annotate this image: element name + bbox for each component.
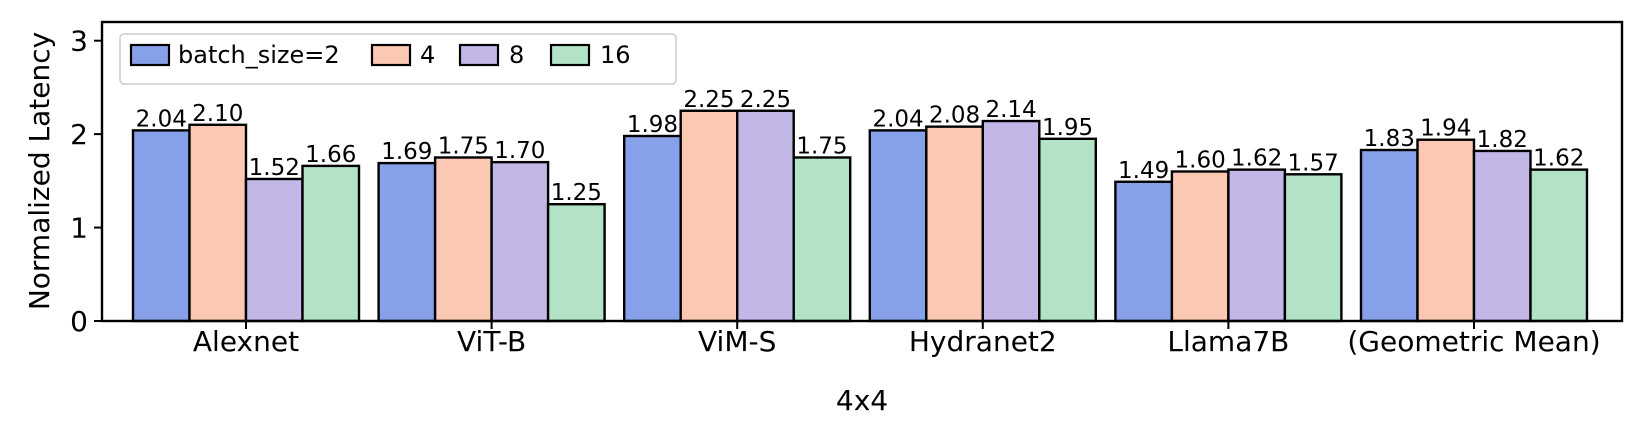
bar-value-label: 2.14 <box>985 97 1036 123</box>
bar-value-label: 1.82 <box>1477 127 1528 153</box>
bar-value-label: 1.52 <box>249 155 300 181</box>
bar <box>1283 173 1343 323</box>
x-tick-label: Alexnet <box>193 325 299 358</box>
bar-value-label: 2.04 <box>136 106 187 132</box>
bar <box>736 109 795 323</box>
bar-value-label: 2.08 <box>929 103 980 129</box>
legend-swatch <box>549 43 591 67</box>
bar-value-label: 1.60 <box>1175 148 1226 174</box>
bars-layer <box>131 109 1589 323</box>
bar <box>490 160 550 323</box>
bar <box>868 129 928 323</box>
bar <box>1529 168 1589 323</box>
legend: batch_size=2 4 8 16 <box>119 33 677 85</box>
bar-value-label: 1.70 <box>494 138 545 164</box>
bar-value-label: 2.04 <box>872 106 923 132</box>
bar-value-label: 1.83 <box>1364 126 1415 152</box>
bar <box>1170 170 1230 323</box>
x-tick-label: (Geometric Mean) <box>1347 325 1600 358</box>
y-tick-label: 1 <box>70 212 88 245</box>
bar-value-label: 1.75 <box>438 133 489 159</box>
bar-value-label: 2.25 <box>740 87 791 113</box>
x-tick-label: Hydranet2 <box>909 325 1057 358</box>
bar <box>188 123 248 323</box>
y-tick-label: 3 <box>70 25 88 58</box>
legend-label: batch_size=2 <box>178 41 340 69</box>
bar-value-label: 1.62 <box>1231 146 1282 172</box>
bar <box>679 109 739 323</box>
x-tick-label: ViT-B <box>457 325 526 358</box>
plot-frame <box>100 20 1624 323</box>
legend-swatch <box>458 43 500 67</box>
bar-value-label: 1.75 <box>796 133 847 159</box>
bar-value-label: 1.95 <box>1042 115 1093 141</box>
bar <box>1359 148 1419 323</box>
x-axis-title: 4x4 <box>836 384 888 417</box>
bar-value-label: 1.66 <box>305 142 356 168</box>
bar <box>981 119 1041 323</box>
x-tick-label: ViM-S <box>698 325 776 358</box>
bar-value-label: 1.98 <box>627 112 678 138</box>
bar-labels-layer: 2.04 2.101.521.66 1.69 1.75 1.701.251.982.25… <box>136 87 1585 206</box>
y-tick-label: 2 <box>70 118 88 151</box>
bar <box>1472 149 1532 323</box>
bar-value-label: 2.10 <box>192 101 243 127</box>
bar-value-label: 1.94 <box>1420 116 1471 142</box>
bar <box>1416 138 1476 323</box>
bar <box>1114 180 1174 323</box>
bar-value-label: 1.49 <box>1118 158 1169 184</box>
legend-label: 4 <box>420 41 435 69</box>
bar-value-label: 1.25 <box>551 180 602 206</box>
x-tick-label: Llama7B <box>1167 325 1289 358</box>
y-axis: 0 1 2 3 <box>70 25 102 338</box>
bar <box>131 129 191 323</box>
bar <box>377 161 437 323</box>
y-axis-title: Normalized Latency <box>23 32 56 310</box>
bar <box>301 164 361 323</box>
legend-label: 16 <box>600 41 631 69</box>
bar <box>546 203 606 323</box>
legend-label: 8 <box>509 41 524 69</box>
legend-swatch <box>370 43 412 67</box>
bar-value-label: 1.69 <box>381 139 432 165</box>
bar-value-label: 2.25 <box>683 87 734 113</box>
x-axis: Alexnet ViT-B ViM-S Hydranet2 Llama7B (Geomet… <box>193 321 1601 358</box>
bar-value-label: 1.62 <box>1533 146 1584 172</box>
bar-value-label: 1.57 <box>1288 150 1339 176</box>
y-tick-label: 0 <box>70 305 88 338</box>
bar <box>1038 137 1098 323</box>
bar <box>433 156 493 323</box>
bar <box>1227 168 1287 323</box>
bar <box>792 156 852 323</box>
bar <box>925 125 984 323</box>
bar <box>623 134 682 323</box>
bar <box>244 177 304 323</box>
legend-swatch <box>129 43 171 67</box>
